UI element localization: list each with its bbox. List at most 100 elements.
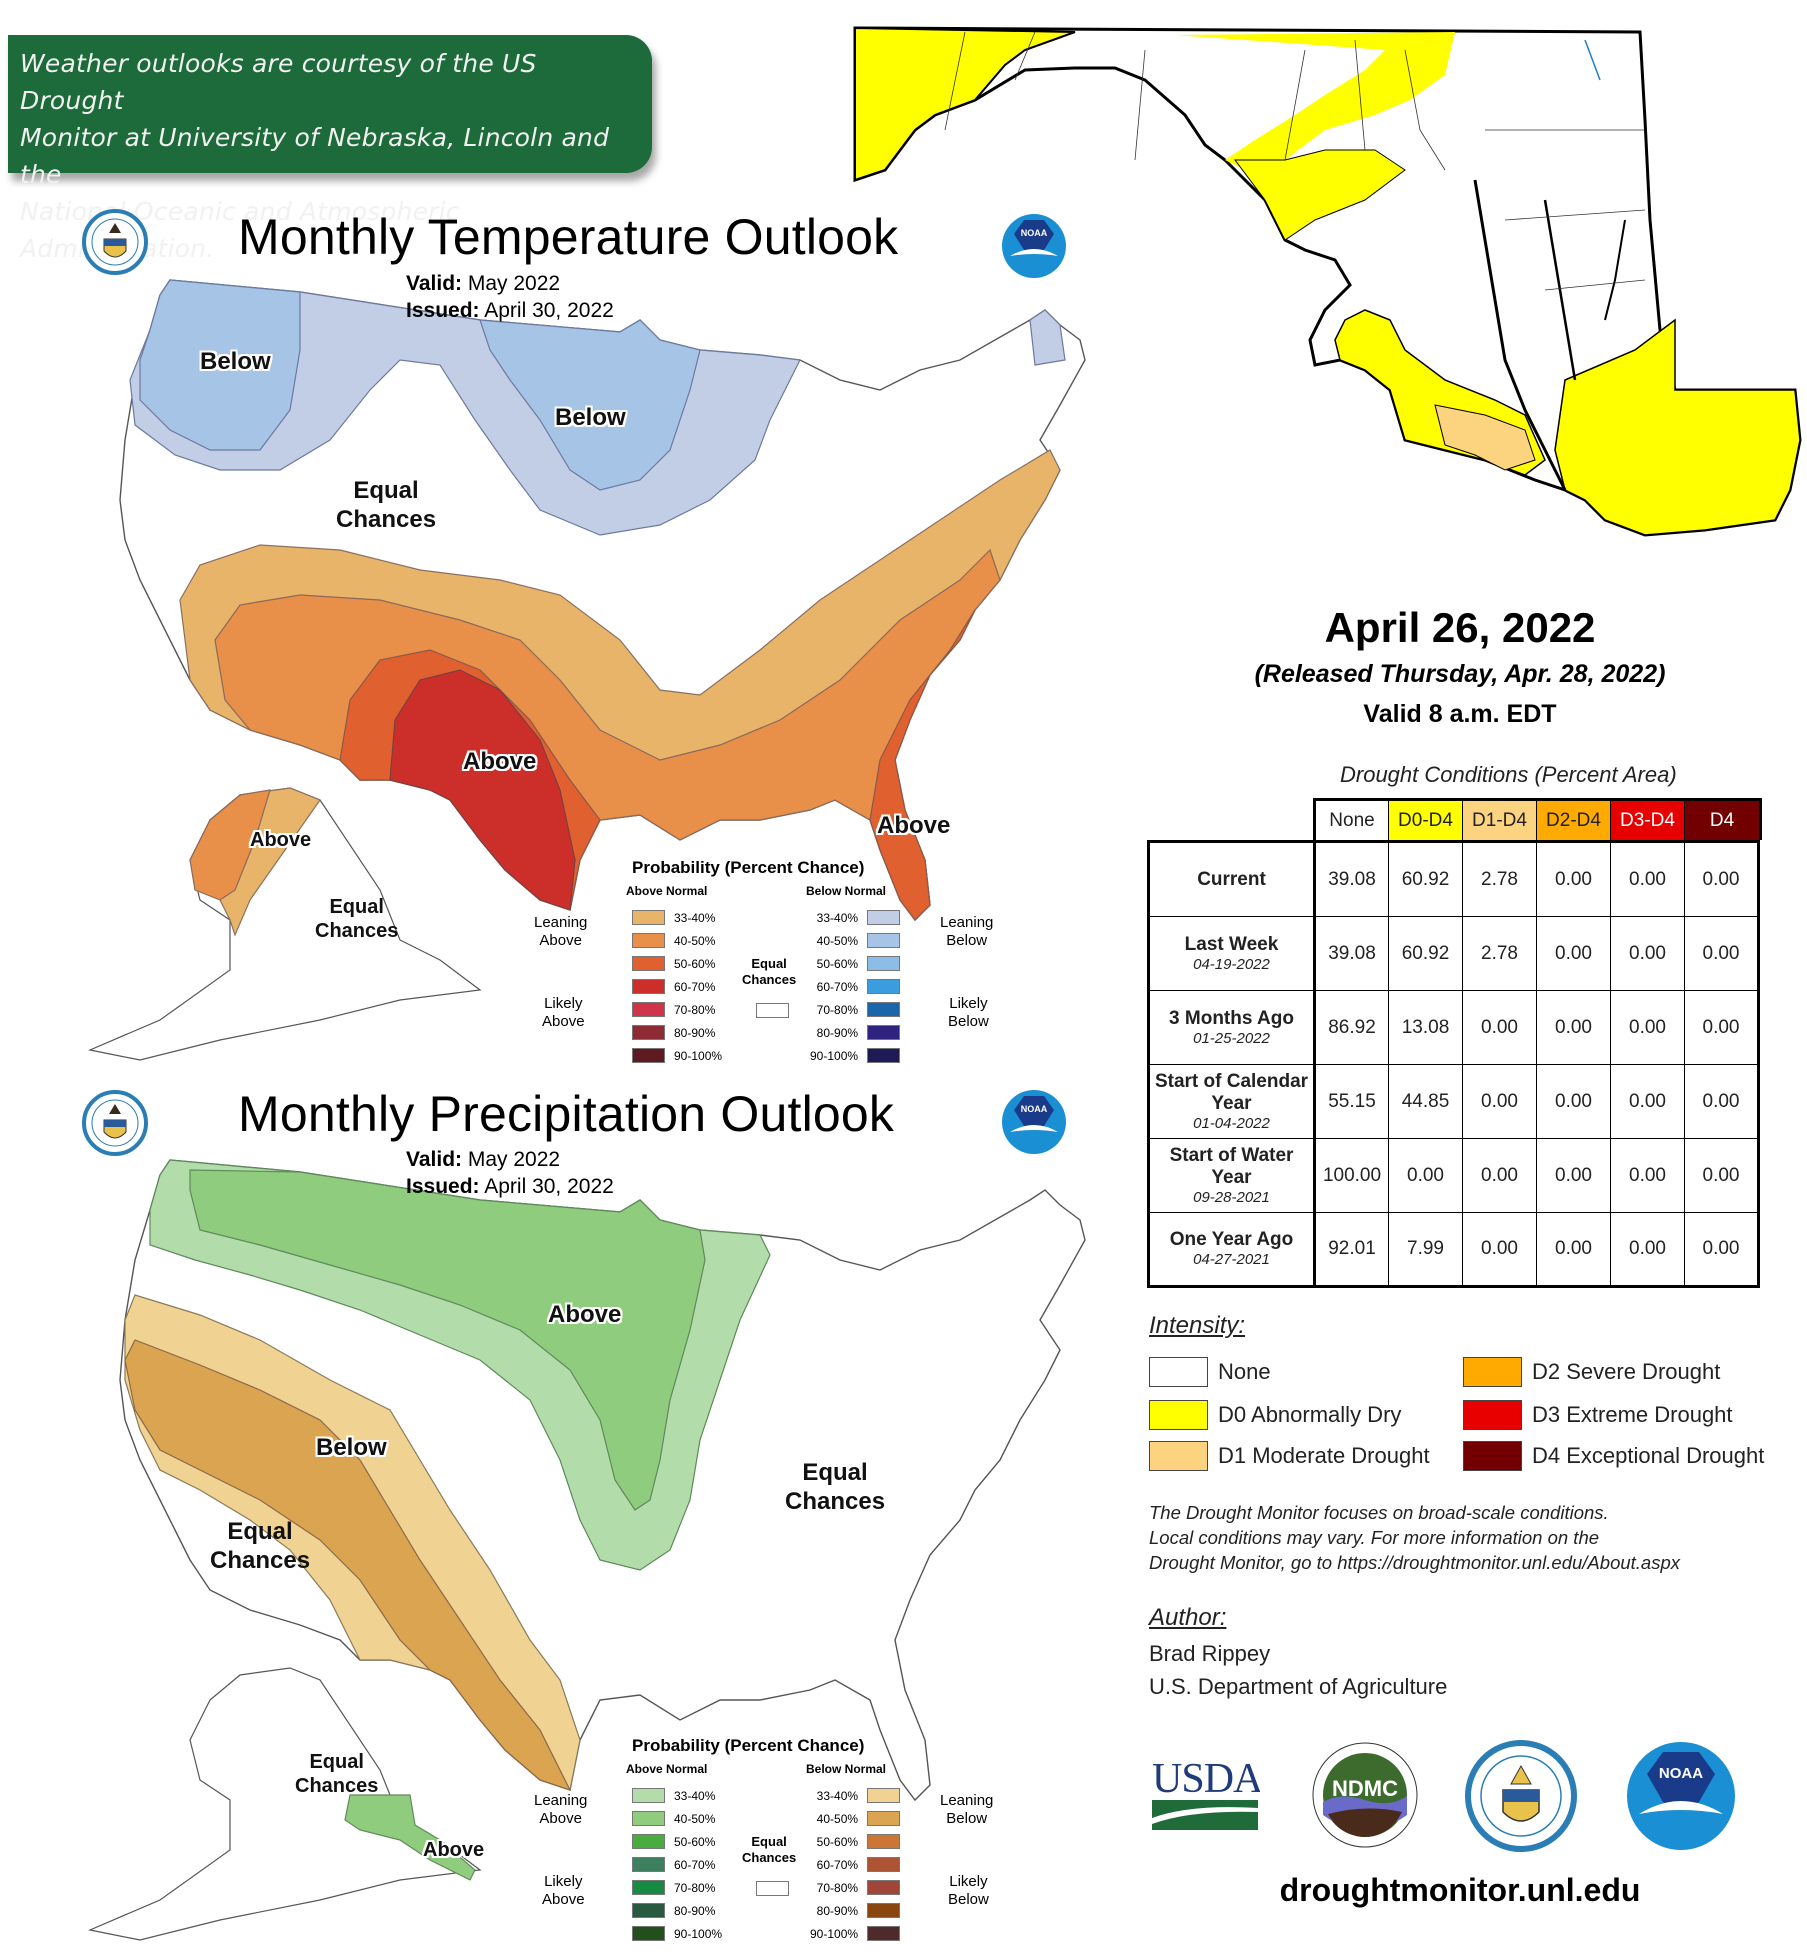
map-label-alaska-above: Above — [250, 829, 312, 851]
cell-d4: 0.00 — [1684, 916, 1759, 991]
swatch-equal-chances — [756, 1003, 789, 1018]
legend-above-column: 33-40% 40-50% 50-60% 60-70% 70-80% 80-90… — [632, 1784, 722, 1945]
issued-value: April 30, 2022 — [484, 299, 614, 322]
swatch-below-70-80 — [867, 1002, 901, 1017]
drought-monitor-date: April 26, 2022 — [1324, 604, 1596, 651]
cell-d2-d4: 0.00 — [1536, 990, 1611, 1065]
cell-d4: 0.00 — [1684, 841, 1759, 917]
legend-above-header: Above Normal — [626, 884, 708, 898]
noaa-logo-icon: NOAA — [1000, 212, 1068, 280]
cell-d0-d4: 0.00 — [1388, 1138, 1463, 1213]
credit-line-2: Monitor at University of Nebraska, Linco… — [20, 123, 610, 189]
map-label-alaska-above: Above — [423, 1839, 485, 1861]
cell-d2-d4: 0.00 — [1536, 916, 1611, 991]
intensity-d0: D0 Abnormally Dry — [1149, 1400, 1401, 1430]
map-label-above-north: Above — [548, 1301, 622, 1328]
swatch-below-70-80 — [867, 1880, 901, 1895]
svg-text:NOAA: NOAA — [1021, 1104, 1048, 1114]
legend-likely-below: Likely Below — [948, 995, 989, 1030]
maryland-drought-map — [853, 26, 1802, 537]
credit-line-1: Weather outlooks are courtesy of the US … — [20, 49, 537, 115]
valid-label: Valid: — [406, 272, 463, 295]
legend-leaning-below: Leaning Below — [940, 1792, 994, 1827]
swatch-above-90-100 — [632, 1048, 665, 1063]
cell-none: 92.01 — [1314, 1212, 1389, 1287]
swatch-d0 — [1149, 1400, 1208, 1430]
temperature-valid-block: Valid: May 2022 Issued: April 30, 2022 — [406, 270, 614, 324]
valid-label: Valid: — [406, 1148, 463, 1171]
cell-none: 100.00 — [1314, 1138, 1389, 1213]
map-label-alaska-equal: Equal Chances — [295, 1751, 379, 1797]
cell-d4: 0.00 — [1684, 1138, 1759, 1213]
cell-d3-d4: 0.00 — [1610, 916, 1685, 991]
valid-value: May 2022 — [467, 1148, 561, 1171]
swatch-below-50-60 — [867, 956, 901, 971]
swatch-below-60-70 — [867, 1857, 901, 1872]
svg-text:NOAA: NOAA — [1021, 228, 1048, 238]
cell-d1-d4: 2.78 — [1462, 841, 1537, 917]
col-header-d4: D4 — [1685, 801, 1759, 840]
map-label-equal-east: Equal Chances — [785, 1459, 886, 1515]
legend-likely-above: Likely Above — [542, 1873, 585, 1908]
legend-leaning-above: Leaning Above — [534, 1792, 588, 1827]
temperature-outlook-panel: Monthly Temperature Outlook NOAA Valid: … — [0, 200, 1110, 1080]
swatch-above-70-80 — [632, 1880, 665, 1895]
noaa-logo-icon: NOAA — [1000, 1088, 1068, 1156]
cell-d3-d4: 0.00 — [1610, 1064, 1685, 1139]
map-label-below-north: Below — [555, 404, 626, 431]
drought-monitor-note: The Drought Monitor focuses on broad-sca… — [1149, 1502, 1680, 1573]
swatch-above-70-80 — [632, 1002, 665, 1017]
swatch-below-60-70 — [867, 979, 901, 994]
legend-equal-chances: Equal Chances — [742, 1834, 797, 1865]
table-row: Start of Calendar Year 01-04-2022 55.15 4… — [1148, 1064, 1759, 1139]
col-header-d0-d4: D0-D4 — [1389, 801, 1463, 840]
drought-monitor-valid: Valid 8 a.m. EDT — [1363, 700, 1557, 728]
legend-title: Probability (Percent Chance) — [632, 858, 865, 877]
swatch-above-90-100 — [632, 1926, 665, 1941]
swatch-above-80-90 — [632, 1903, 665, 1918]
cell-d4: 0.00 — [1684, 1064, 1759, 1139]
swatch-below-90-100 — [867, 1926, 901, 1941]
temperature-probability-legend: Probability (Percent Chance) Above Norma… — [520, 858, 1000, 1063]
cell-d3-d4: 0.00 — [1610, 1212, 1685, 1287]
map-label-above-south: Above — [463, 748, 537, 775]
swatch-equal-chances — [756, 1881, 789, 1896]
col-header-d1-d4: D1-D4 — [1463, 801, 1537, 840]
swatch-below-40-50 — [867, 933, 901, 948]
map-label-equal-west: Equal Chances — [210, 1518, 311, 1574]
usda-logo-icon: USDA — [1150, 1752, 1265, 1837]
issued-value: April 30, 2022 — [484, 1175, 614, 1198]
intensity-d4: D4 Exceptional Drought — [1463, 1441, 1764, 1471]
author-name: Brad Rippey — [1149, 1641, 1271, 1666]
cell-none: 39.08 — [1314, 841, 1389, 917]
row-header: Last Week 04-19-2022 — [1148, 916, 1316, 991]
col-header-d3-d4: D3-D4 — [1611, 801, 1685, 840]
legend-likely-below: Likely Below — [948, 1873, 989, 1908]
row-header: Current — [1148, 841, 1316, 917]
swatch-below-50-60 — [867, 1834, 901, 1849]
swatch-none — [1149, 1357, 1208, 1387]
legend-below-header: Below Normal — [806, 884, 887, 898]
drought-monitor-released: (Released Thursday, Apr. 28, 2022) — [1254, 660, 1666, 688]
swatch-d3 — [1463, 1400, 1522, 1430]
cell-d3-d4: 0.00 — [1610, 841, 1685, 917]
doc-seal-icon — [1465, 1740, 1577, 1857]
map-label-below-west: Below — [316, 1434, 387, 1461]
table-row: Current 39.08 60.92 2.78 0.00 0.00 0.00 — [1148, 841, 1759, 917]
cell-none: 55.15 — [1314, 1064, 1389, 1139]
issued-label: Issued: — [406, 1175, 480, 1198]
swatch-above-50-60 — [632, 1834, 665, 1849]
svg-text:NOAA: NOAA — [1659, 1765, 1703, 1782]
swatch-d4 — [1463, 1441, 1522, 1471]
precipitation-outlook-map — [87, 1159, 1086, 1941]
row-header: Start of Water Year 09-28-2021 — [1148, 1138, 1316, 1213]
table-row: Last Week 04-19-2022 39.08 60.92 2.78 0.0… — [1148, 916, 1759, 991]
legend-below-column: 33-40% 40-50% 50-60% 60-70% 70-80% 80-90… — [810, 906, 901, 1067]
cell-d0-d4: 60.92 — [1388, 841, 1463, 917]
col-header-none: None — [1316, 801, 1389, 840]
credit-banner: Weather outlooks are courtesy of the US … — [8, 35, 652, 263]
drought-monitor-url[interactable]: droughtmonitor.unl.edu — [1279, 1872, 1641, 1908]
swatch-above-60-70 — [632, 979, 665, 994]
cell-d0-d4: 7.99 — [1388, 1212, 1463, 1287]
author-title: Author: — [1149, 1604, 1227, 1631]
